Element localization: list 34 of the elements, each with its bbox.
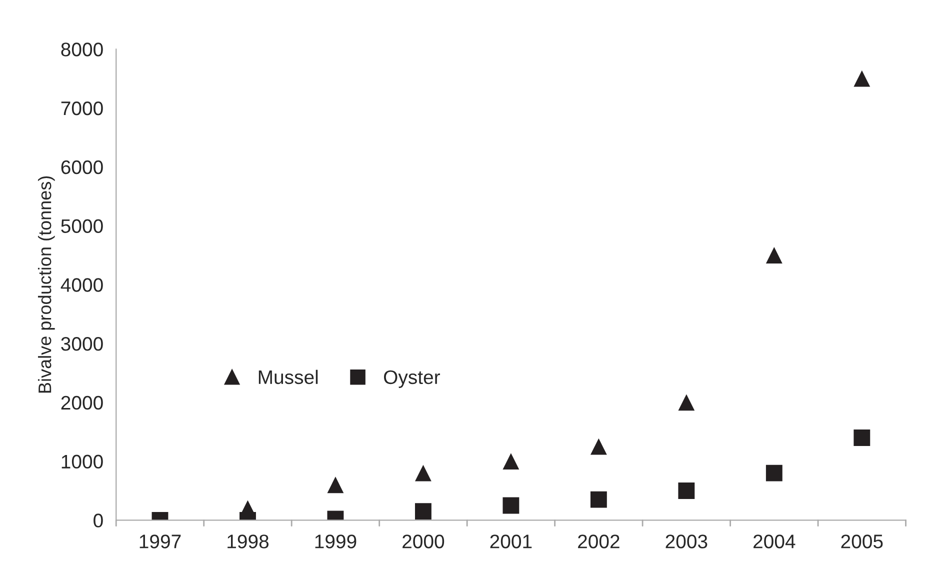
point — [414, 464, 432, 482]
point — [854, 430, 870, 446]
x-tick-label: 1997 — [140, 534, 181, 548]
y-tick-label: 0 — [94, 514, 103, 528]
y-tick-label: 6000 — [61, 160, 103, 174]
x-tick-label: 2002 — [578, 534, 620, 548]
legend-label: Oyster — [384, 370, 440, 388]
legend-label: Mussel — [258, 370, 318, 384]
point — [766, 247, 782, 264]
y-tick-label: 3000 — [61, 337, 103, 351]
point — [678, 394, 695, 411]
x-tick-label: 2004 — [754, 534, 796, 548]
point — [327, 476, 344, 494]
y-tick-label: 2000 — [61, 396, 103, 410]
y-tick-label: 1000 — [62, 454, 103, 469]
point — [766, 464, 782, 482]
x-tick-label: 1998 — [228, 534, 269, 548]
x-tick-label: 1999 — [315, 534, 356, 548]
point — [678, 482, 695, 499]
y-tick-label: 5000 — [61, 219, 103, 234]
point — [590, 491, 607, 508]
point — [502, 497, 520, 514]
point — [414, 503, 432, 520]
y-tick-label: 7000 — [61, 101, 103, 116]
y-axis-title: Bivalve production (tonnes) — [38, 176, 55, 393]
y-tick-label: 4000 — [60, 278, 103, 292]
point — [502, 453, 520, 470]
x-tick-label: 2000 — [402, 534, 444, 548]
x-tick-label: 2001 — [490, 534, 532, 548]
point — [854, 70, 870, 87]
x-tick-label: 2003 — [666, 534, 708, 548]
y-tick-label: 8000 — [61, 42, 103, 56]
point — [590, 438, 607, 455]
x-tick-label: 2005 — [841, 534, 883, 548]
